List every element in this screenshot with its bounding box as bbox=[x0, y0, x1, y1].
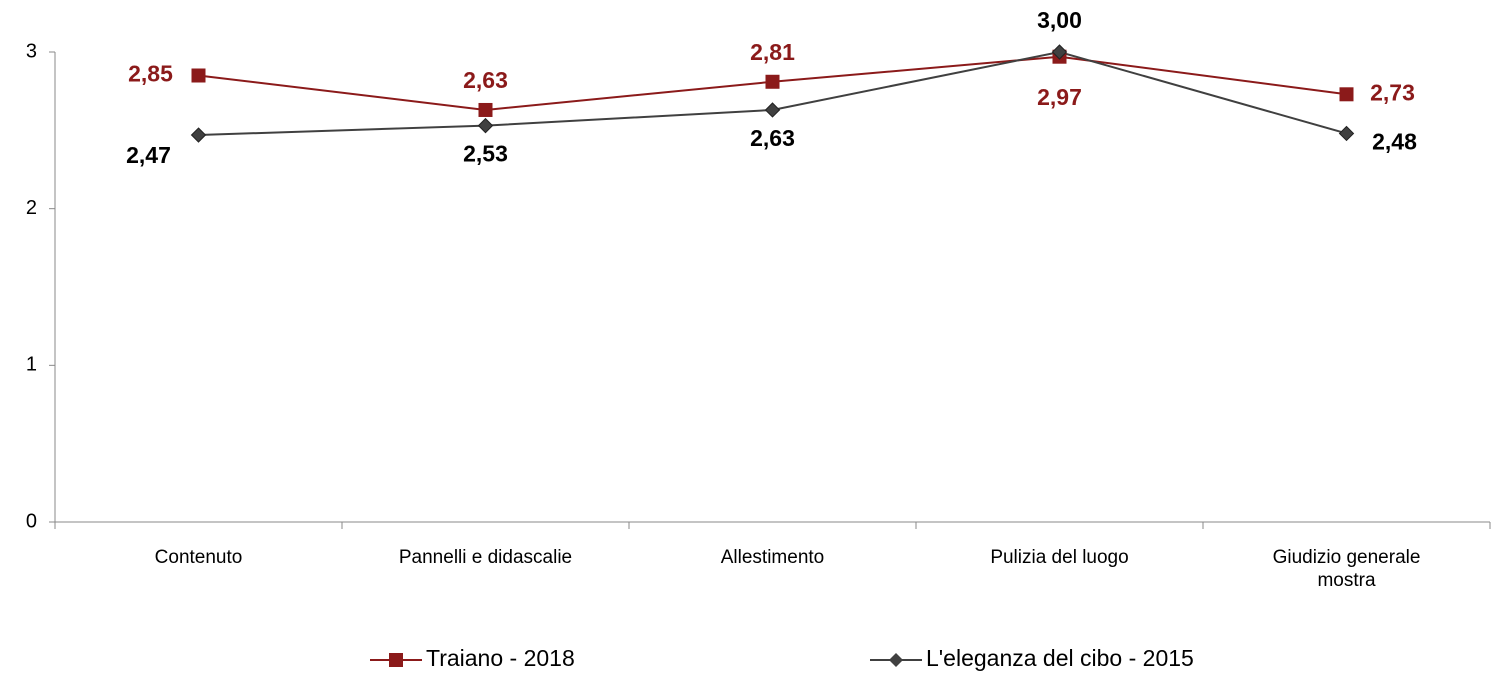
data-label: 2,63 bbox=[750, 125, 795, 151]
marker bbox=[764, 102, 781, 118]
data-label: 3,00 bbox=[1037, 7, 1082, 33]
y-tick-label: 0 bbox=[26, 510, 37, 532]
data-label: 2,85 bbox=[128, 61, 173, 87]
legend-marker bbox=[889, 653, 903, 667]
marker bbox=[1338, 125, 1355, 142]
x-tick-label: Pannelli e didascalie bbox=[398, 547, 573, 568]
data-label: 2,97 bbox=[1037, 84, 1082, 110]
data-label: 2,63 bbox=[463, 67, 508, 93]
marker bbox=[765, 74, 780, 89]
y-tick-label: 1 bbox=[26, 354, 37, 376]
marker bbox=[1051, 44, 1068, 60]
legend-marker bbox=[389, 653, 403, 667]
legend-label: Traiano - 2018 bbox=[426, 645, 575, 671]
marker bbox=[1339, 87, 1354, 102]
y-tick-label: 2 bbox=[26, 197, 37, 219]
marker bbox=[190, 127, 207, 143]
x-tick-label: Pulizia del luogo bbox=[990, 547, 1129, 568]
marker bbox=[477, 117, 494, 134]
x-tick-label: Allestimento bbox=[720, 547, 825, 568]
data-label: 2,48 bbox=[1372, 129, 1417, 155]
marker bbox=[191, 68, 206, 83]
data-label: 2,53 bbox=[463, 141, 508, 167]
data-label: 2,47 bbox=[126, 142, 171, 168]
marker bbox=[478, 102, 493, 117]
x-tick-label: Giudizio generale mostra bbox=[1272, 547, 1421, 591]
y-tick-label: 3 bbox=[26, 40, 37, 62]
x-tick-label: Contenuto bbox=[154, 547, 243, 568]
data-label: 2,81 bbox=[750, 39, 795, 65]
legend-label: L'eleganza del cibo - 2015 bbox=[926, 645, 1194, 671]
data-label: 2,73 bbox=[1370, 79, 1415, 105]
